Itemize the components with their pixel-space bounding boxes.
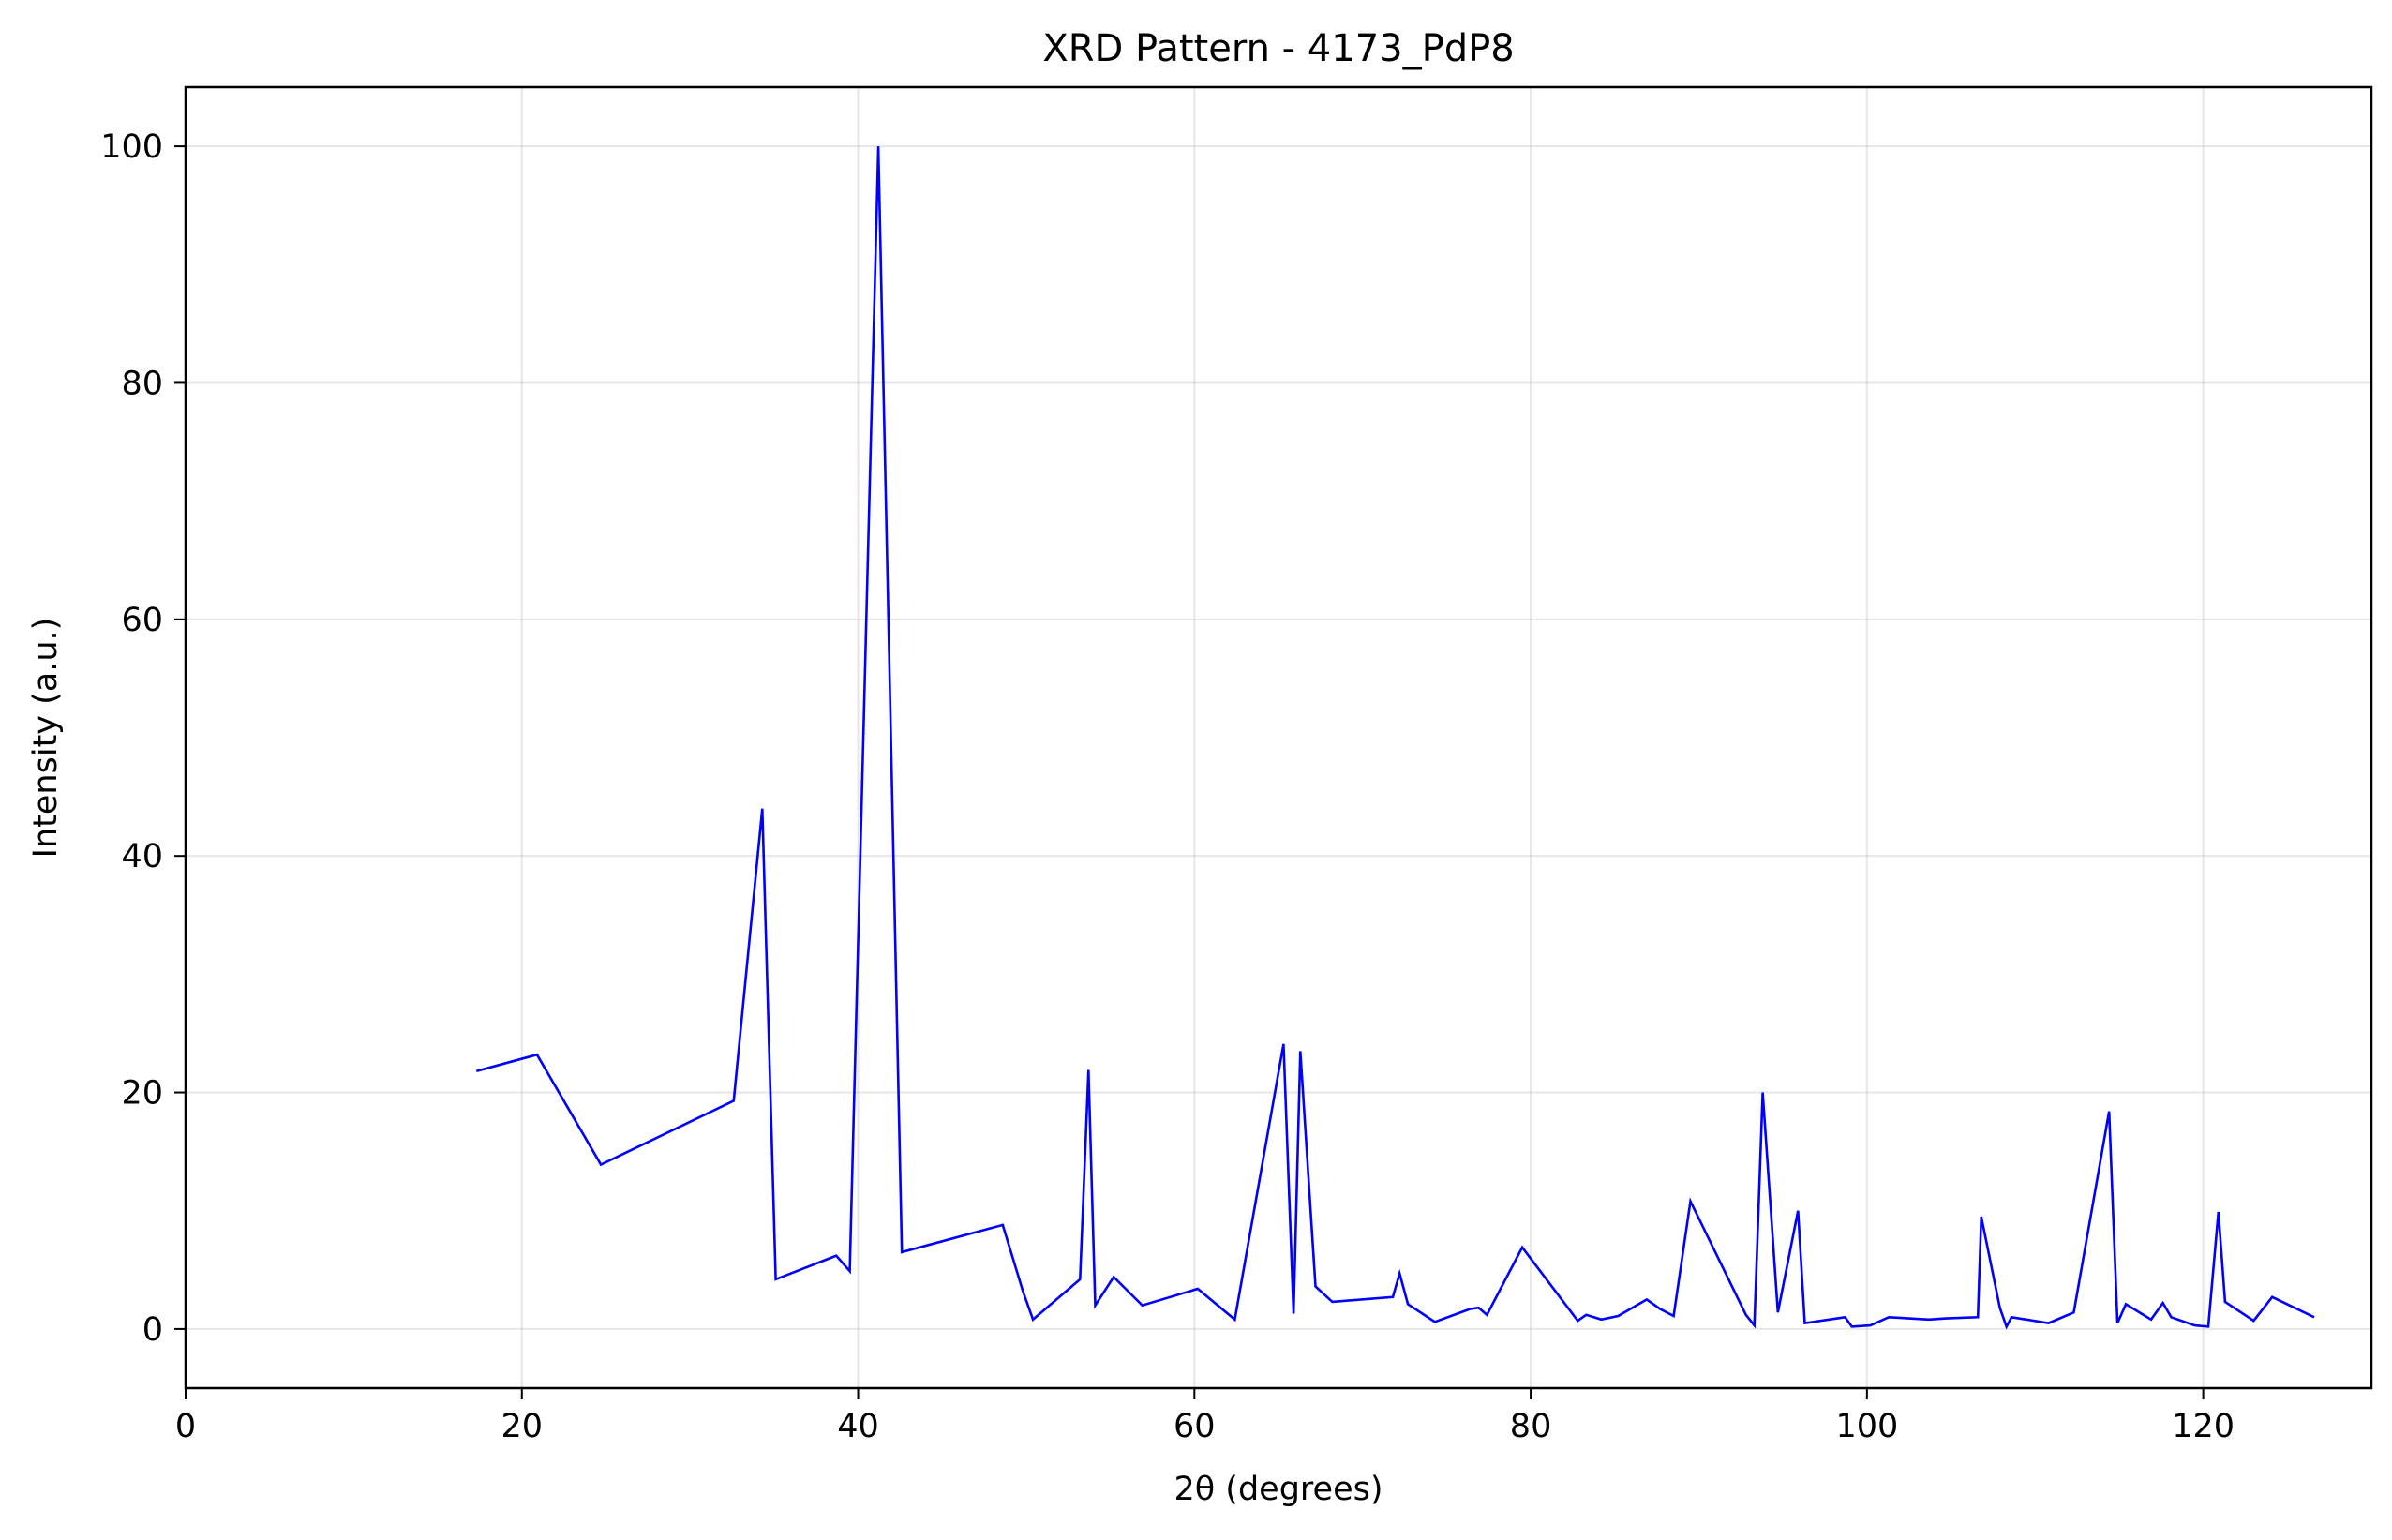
y-tick-label: 80 xyxy=(121,365,163,402)
series-layer xyxy=(475,146,2315,1330)
x-tick-label: 100 xyxy=(1835,1408,1898,1445)
y-tick-label: 20 xyxy=(121,1075,163,1113)
y-tick-label: 60 xyxy=(121,602,163,639)
x-tick-label: 80 xyxy=(1510,1408,1552,1445)
y-tick-label: 0 xyxy=(142,1311,163,1349)
x-tick-label: 40 xyxy=(837,1408,879,1445)
grid-layer xyxy=(185,87,2371,1388)
x-tick-label: 60 xyxy=(1174,1408,1216,1445)
x-tick-label: 120 xyxy=(2172,1408,2235,1445)
plot-frame xyxy=(184,85,2373,1390)
y-tick-label: 40 xyxy=(121,838,163,875)
x-tick-label: 0 xyxy=(175,1408,196,1445)
x-tick-label: 20 xyxy=(501,1408,543,1445)
x-axis-label: 2θ (degrees) xyxy=(1174,1471,1383,1508)
chart-title: XRD Pattern - 4173_PdP8 xyxy=(1042,27,1514,70)
tick-layer: 0 20 40 60 80 100 120 0 20 40 60 80 100 xyxy=(100,128,2235,1445)
xrd-series-line xyxy=(475,146,2315,1330)
y-tick-label: 100 xyxy=(100,128,163,166)
y-axis-label: Intensity (a.u.) xyxy=(27,618,65,859)
